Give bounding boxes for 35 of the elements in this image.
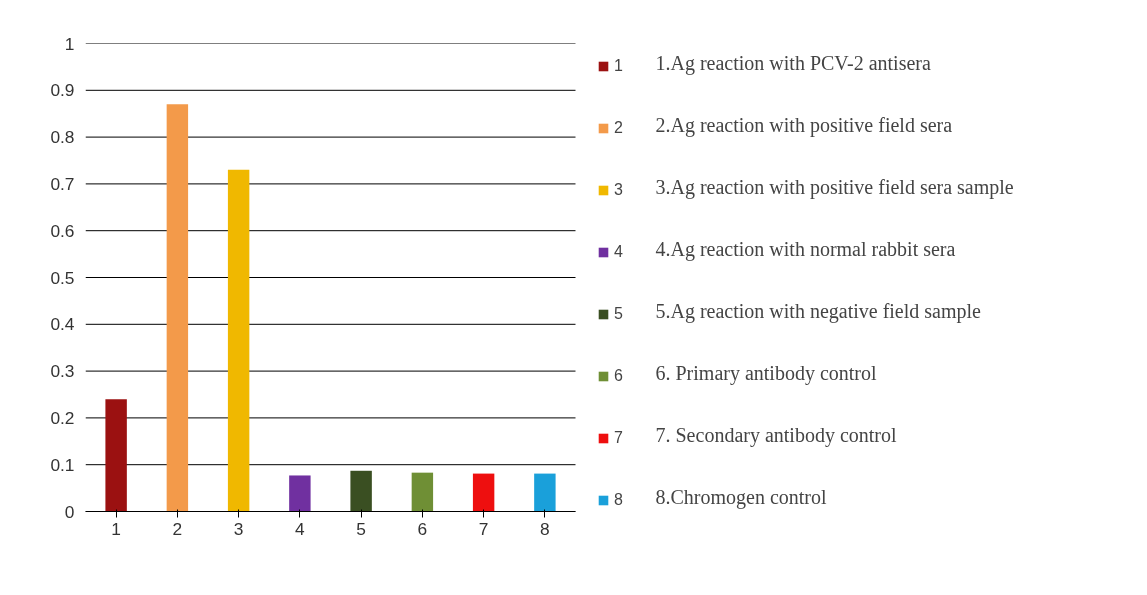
text: 7. Secondary antibody control	[655, 423, 897, 447]
legend-label: 6	[614, 366, 624, 386]
text: 4.Ag reaction with normal rabbit sera	[655, 237, 956, 261]
x-tick-label: 8	[540, 518, 550, 539]
y-tick-label: 0	[64, 501, 75, 522]
x-tick-label: 4	[295, 518, 306, 539]
y-tick-label: 0.8	[50, 127, 75, 148]
text: 5.Ag reaction with negative field sample	[655, 299, 982, 323]
y-tick-label: 0.6	[50, 220, 75, 241]
legend-label: 5	[614, 304, 624, 324]
y-tick-label: 0.4	[50, 314, 75, 335]
text: 2.Ag reaction with positive field sera	[655, 113, 953, 137]
x-tick-label: 5	[356, 518, 366, 539]
x-tick-label: 6	[417, 518, 428, 539]
legend-label: 4	[614, 242, 624, 262]
y-tick-label: 0.3	[50, 361, 75, 382]
legend-label: 8	[614, 490, 624, 510]
y-tick-label: 0.2	[50, 407, 75, 428]
y-tick-label: 0.7	[50, 173, 75, 194]
y-tick-label: 0.5	[50, 267, 75, 288]
x-tick-label: 2	[172, 518, 183, 539]
text: 6. Primary antibody control	[655, 361, 878, 385]
legend-label: 7	[614, 428, 624, 448]
text: 8.Chromogen control	[655, 485, 828, 509]
x-tick-label: 7	[478, 518, 489, 539]
y-tick-label: 0.1	[50, 454, 75, 475]
y-tick-label: 0.9	[50, 80, 75, 101]
legend-label: 3	[614, 180, 624, 200]
text: 1.Ag reaction with PCV-2 antisera	[655, 51, 931, 75]
x-tick-label: 1	[111, 518, 121, 539]
y-tick-label: 1	[64, 33, 75, 54]
legend-label: 1	[614, 56, 624, 76]
legend-label: 2	[614, 118, 624, 138]
x-tick-label: 3	[233, 518, 244, 539]
text: 3.Ag reaction with positive field sera sample	[655, 175, 1014, 199]
